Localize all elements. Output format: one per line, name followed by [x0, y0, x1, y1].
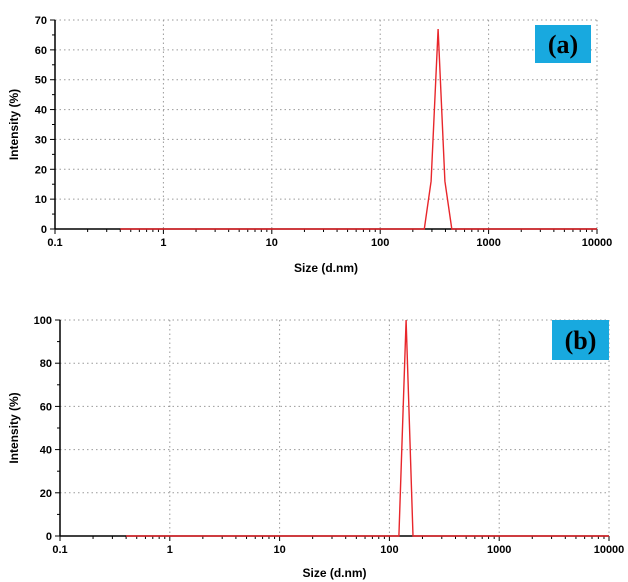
series-line	[126, 319, 609, 537]
panel-label: (b)	[565, 326, 597, 355]
y-tick-label: 60	[35, 45, 47, 57]
panel-label-box	[535, 25, 591, 63]
panel-label: (a)	[548, 30, 578, 59]
y-axis-title: Intensity (%)	[7, 89, 21, 160]
chart-panel-1: 0.1 1 10 100 1000 10000 0 10 20 30 40 50 60 70 Size (d…	[7, 15, 612, 275]
x-tick-label: 0.1	[47, 237, 62, 249]
panel-label-box	[552, 320, 609, 360]
x-tick-label: 10	[266, 237, 278, 249]
x-tick-label: 10	[273, 544, 285, 556]
x-tick-label: 1000	[476, 237, 500, 249]
y-tick-label: 40	[40, 445, 52, 457]
y-tick-label: 0	[46, 531, 52, 543]
y-tick-label: 40	[35, 105, 47, 117]
x-tick-label: 100	[380, 544, 398, 556]
y-tick-label: 10	[35, 194, 47, 206]
x-tick-label: 1	[160, 237, 166, 249]
y-tick-label: 70	[35, 15, 47, 27]
chart-panel-2: 0.1 1 10 100 1000 10000 0 20 40 60 80 100 Size (d.nm…	[7, 315, 624, 580]
x-tick-label: 10000	[582, 237, 613, 249]
y-axis-title: Intensity (%)	[7, 392, 21, 463]
x-axis-title: Size (d.nm)	[302, 566, 366, 580]
y-tick-label: 80	[40, 358, 52, 370]
y-tick-label: 100	[34, 315, 52, 327]
series-line	[120, 28, 597, 230]
x-tick-label: 0.1	[52, 544, 67, 556]
y-tick-label: 20	[35, 164, 47, 176]
y-tick-label: 0	[41, 224, 47, 236]
y-tick-label: 20	[40, 488, 52, 500]
y-tick-label: 60	[40, 401, 52, 413]
x-axis-title: Size (d.nm)	[294, 261, 358, 275]
y-tick-label: 30	[35, 134, 47, 146]
x-tick-label: 100	[371, 237, 389, 249]
x-tick-label: 1000	[487, 544, 511, 556]
y-tick-label: 50	[35, 75, 47, 87]
x-tick-label: 1	[167, 544, 173, 556]
x-tick-label: 10000	[594, 544, 625, 556]
